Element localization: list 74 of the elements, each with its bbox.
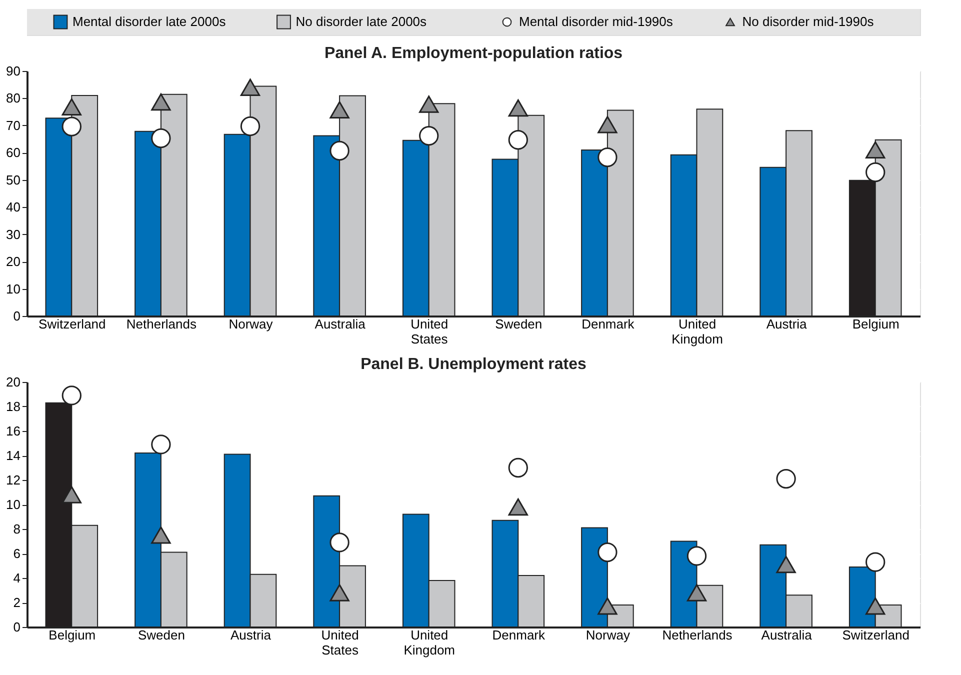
point	[330, 140, 350, 161]
point	[419, 96, 439, 113]
x-tick-label: Denmark	[582, 316, 635, 332]
point	[776, 556, 796, 574]
point	[508, 498, 528, 516]
legend-label: Mental disorder mid-1990s	[518, 14, 674, 29]
y-tick-label: 90	[6, 64, 20, 78]
point	[598, 598, 618, 615]
y-tick-label: 0	[13, 308, 20, 324]
legend-label: No disorder mid-1990s	[742, 14, 874, 29]
y-tick-label: 18	[6, 399, 20, 414]
x-tick-label: Austria	[230, 628, 272, 642]
x-tick-label: Belgium	[48, 628, 96, 642]
legend-label: Mental disorder late 2000s	[72, 14, 226, 29]
point	[686, 584, 707, 602]
x-tick-label: Denmark	[492, 628, 546, 642]
y-tick-label: 40	[6, 200, 20, 215]
point	[240, 78, 260, 96]
x-tick-label: Belgium	[852, 316, 900, 332]
point	[866, 162, 886, 182]
x-tick-label: Switzerland	[38, 316, 106, 332]
chart-title: Panel B. Unemployment rates	[360, 356, 587, 373]
y-tick-label: 12	[6, 472, 20, 488]
point	[240, 116, 260, 136]
point	[866, 141, 886, 159]
y-tick-label: 8	[13, 522, 20, 536]
y-tick-label: 20	[6, 254, 20, 270]
point	[866, 598, 886, 615]
point	[330, 101, 350, 119]
y-tick-label: 0	[13, 620, 20, 634]
x-tick-label: Norway	[586, 628, 630, 642]
x-tick-label: Netherlands	[662, 628, 733, 642]
x-tick-label: Sweden	[138, 628, 185, 642]
x-tick-label: Austria	[766, 316, 808, 332]
y-tick-label: 10	[6, 497, 20, 512]
y-tick-label: 30	[6, 226, 20, 242]
x-tick-label: Sweden	[495, 316, 542, 332]
x-tick-label: Switzerland	[842, 628, 910, 642]
x-tick-label: United Kingdom	[672, 316, 723, 346]
point	[419, 126, 439, 146]
x-tick-label: Netherlands	[126, 316, 197, 332]
point	[598, 116, 618, 134]
point	[62, 98, 82, 116]
point	[330, 584, 350, 602]
y-tick-label: 20	[6, 374, 20, 390]
y-tick-label: 6	[13, 546, 20, 561]
y-tick-label: 70	[6, 118, 20, 133]
y-tick-label: 2	[13, 595, 20, 610]
y-tick-label: 16	[6, 424, 20, 438]
point	[62, 486, 82, 504]
x-tick-label: United Kingdom	[404, 628, 456, 658]
point	[62, 116, 82, 136]
point	[686, 546, 707, 566]
chart-title: Panel A. Employment-population ratios	[324, 45, 623, 62]
point	[151, 526, 171, 544]
point	[151, 128, 171, 148]
x-tick-label: United States	[410, 316, 448, 346]
y-tick-label: 4	[13, 570, 20, 586]
x-tick-label: United States	[321, 628, 359, 658]
y-tick-label: 14	[6, 448, 20, 463]
y-tick-label: 10	[6, 281, 20, 296]
point	[151, 93, 171, 111]
point	[598, 147, 618, 168]
y-tick-label: 60	[6, 145, 20, 160]
point	[598, 542, 618, 562]
legend-label: No disorder late 2000s	[296, 14, 428, 29]
y-tick-label: 50	[6, 172, 20, 188]
x-tick-label: Norway	[228, 316, 274, 332]
x-tick-label: Australia	[761, 628, 813, 642]
point	[508, 130, 528, 150]
x-tick-label: Australia	[314, 316, 366, 332]
point	[330, 532, 350, 552]
point	[508, 99, 528, 117]
y-tick-label: 80	[6, 90, 20, 106]
